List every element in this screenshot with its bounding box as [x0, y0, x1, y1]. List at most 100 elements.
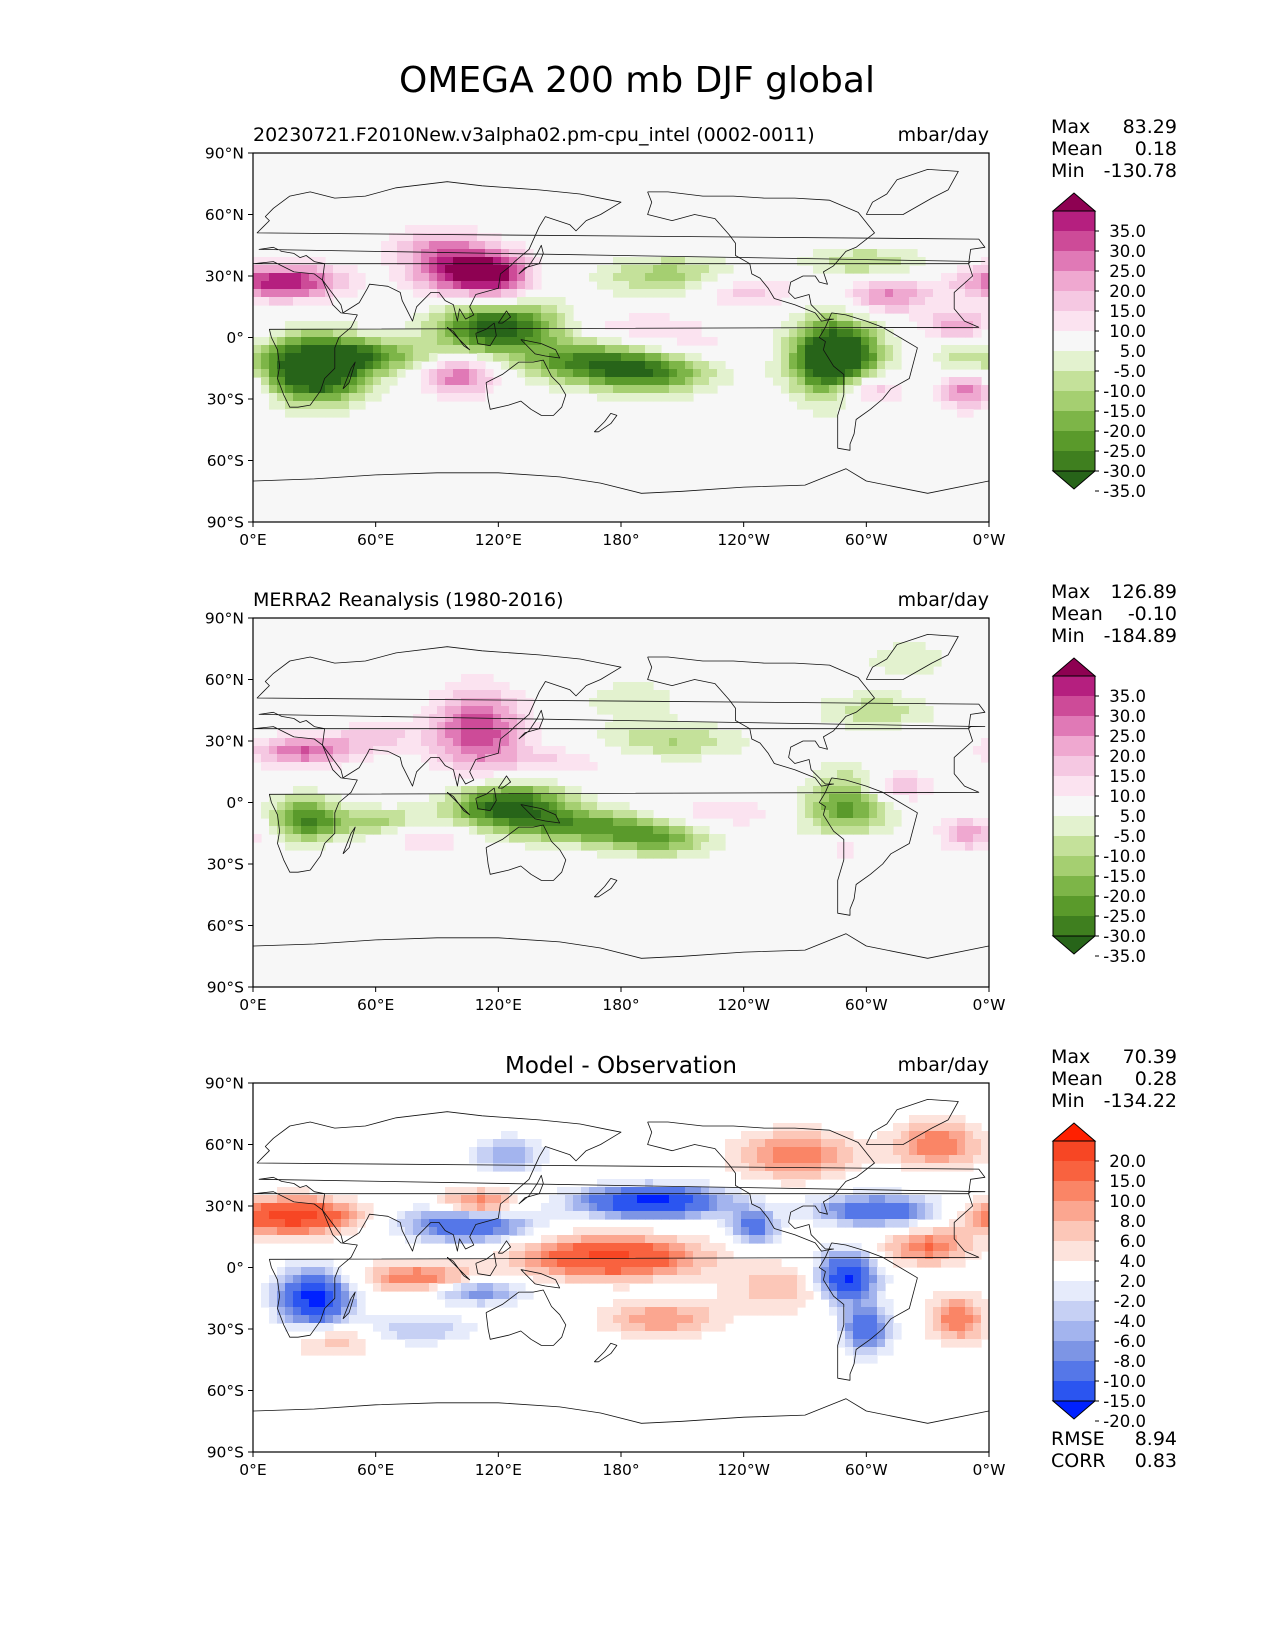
field-cell [629, 834, 638, 843]
field-cell [421, 353, 430, 362]
field-cell [573, 1259, 582, 1268]
field-cell [837, 377, 846, 386]
field-cell [669, 393, 678, 402]
field-cell [749, 1275, 758, 1284]
field-cell [629, 738, 638, 747]
field-cell [477, 1227, 486, 1236]
field-cell [685, 1203, 694, 1212]
colorbar-label: -30.0 [1103, 927, 1146, 946]
field-cell [549, 754, 558, 763]
field-cell [821, 1139, 830, 1148]
field-cell [581, 385, 590, 394]
field-cell [421, 257, 430, 266]
field-cell [253, 353, 262, 362]
field-cell [821, 305, 830, 314]
field-cell [469, 1203, 478, 1212]
field-cell [261, 353, 270, 362]
field-cell [837, 802, 846, 811]
field-cell [893, 385, 902, 394]
field-cell [517, 1243, 526, 1252]
field-cell [477, 281, 486, 290]
field-cell [773, 1171, 782, 1180]
field-cell [485, 1203, 494, 1212]
field-cell [829, 1163, 838, 1172]
field-cell [869, 714, 878, 723]
field-cell [573, 802, 582, 811]
field-cell [645, 1179, 654, 1188]
field-cell [693, 1259, 702, 1268]
field-cell [869, 1211, 878, 1220]
field-cell [501, 722, 510, 731]
field-cell [893, 666, 902, 675]
field-cell [349, 1227, 358, 1236]
field-cell [861, 1299, 870, 1308]
field-cell [877, 1211, 886, 1220]
field-cell [293, 1195, 302, 1204]
field-cell [565, 826, 574, 835]
field-cell [565, 369, 574, 378]
field-cell [325, 802, 334, 811]
field-cell [877, 329, 886, 338]
field-cell [501, 1131, 510, 1140]
field-cell [525, 1251, 534, 1260]
field-cell [301, 345, 310, 354]
field-cell [541, 1235, 550, 1244]
field-cell [885, 1219, 894, 1228]
field-cell [877, 1267, 886, 1276]
field-cell [709, 1299, 718, 1308]
field-cell [717, 1291, 726, 1300]
field-cell [949, 273, 958, 282]
field-cell [933, 826, 942, 835]
colorbar-bin [1053, 1141, 1095, 1162]
colorbar-label: 15.0 [1109, 767, 1146, 786]
field-cell [845, 321, 854, 330]
field-cell [645, 1203, 654, 1212]
field-cell [965, 818, 974, 827]
coastline [497, 310, 512, 324]
field-cell [621, 1259, 630, 1268]
field-cell [837, 1315, 846, 1324]
field-cell [373, 377, 382, 386]
field-cell [485, 385, 494, 394]
field-cell [573, 826, 582, 835]
field-cell [909, 1115, 918, 1124]
field-cell [293, 369, 302, 378]
field-cell [501, 1251, 510, 1260]
field-cell [453, 361, 462, 370]
field-cell [381, 361, 390, 370]
field-cell [925, 1147, 934, 1156]
field-cell [925, 281, 934, 290]
field-cell [653, 850, 662, 859]
field-cell [629, 746, 638, 755]
field-cell [261, 810, 270, 819]
field-cell [261, 337, 270, 346]
field-cell [573, 834, 582, 843]
field-cell [533, 730, 542, 739]
field-cell [813, 313, 822, 322]
field-cell [293, 1299, 302, 1308]
field-cell [693, 265, 702, 274]
field-cell [885, 1235, 894, 1244]
field-cell [749, 1299, 758, 1308]
field-cell [429, 746, 438, 755]
field-cell [837, 1251, 846, 1260]
field-cell [893, 289, 902, 298]
field-cell [685, 377, 694, 386]
field-cell [861, 369, 870, 378]
field-cell [373, 802, 382, 811]
field-cell [317, 1267, 326, 1276]
field-cell [293, 754, 302, 763]
field-cell [461, 1235, 470, 1244]
field-cell [421, 377, 430, 386]
field-cell [901, 642, 910, 651]
field-cell [893, 1243, 902, 1252]
field-cell [509, 754, 518, 763]
field-cell [813, 265, 822, 274]
field-cell [477, 241, 486, 250]
field-cell [941, 1235, 950, 1244]
field-cell [341, 1299, 350, 1308]
coastline [520, 339, 561, 359]
field-cell [837, 1147, 846, 1156]
field-cell [421, 722, 430, 731]
field-cell [717, 1315, 726, 1324]
